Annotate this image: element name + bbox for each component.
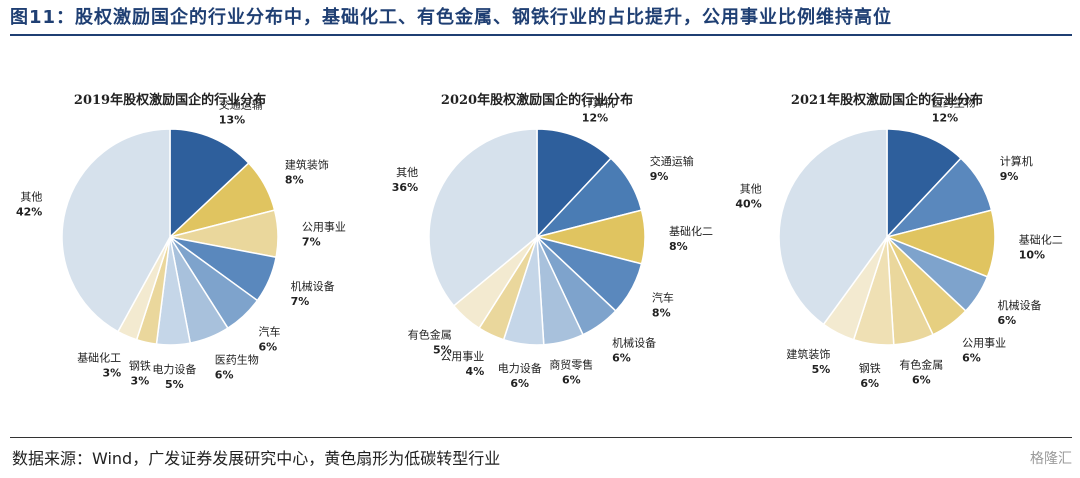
pie-slice [428, 128, 538, 307]
chart-title: 2021年股权激励国企的行业分布 [791, 92, 983, 108]
slice-value: 6% [860, 377, 879, 390]
slice-label: 基础化二 [669, 224, 713, 238]
slice-value: 6% [258, 341, 277, 354]
source-rule [10, 437, 1072, 438]
slice-label: 商贸零售 [549, 358, 593, 372]
slice-label: 电力设备 [498, 361, 542, 375]
figure-title: 图11：股权激励国企的行业分布中，基础化工、有色金属、钢铁行业的占比提升，公用事… [10, 7, 893, 28]
slice-label: 公用事业 [962, 337, 1006, 350]
slice-value: 5% [812, 363, 831, 376]
slice-value: 3% [103, 367, 122, 380]
slice-value: 8% [652, 306, 671, 319]
slice-label: 公用事业 [302, 221, 346, 234]
slice-value: 13% [219, 113, 245, 126]
slice-label: 汽车 [652, 290, 674, 304]
slice-label: 建筑装饰 [285, 158, 329, 172]
slice-label: 钢铁 [859, 362, 881, 375]
slice-value: 7% [291, 295, 310, 308]
slice-value: 12% [932, 112, 958, 125]
slice-label: 建筑装饰 [786, 347, 830, 361]
watermark-logo: 格隆汇 [1030, 451, 1072, 467]
slice-label: 交通运输 [650, 154, 694, 168]
slice-label: 钢铁 [129, 360, 151, 373]
slice-value: 6% [912, 374, 931, 387]
source-note: 数据来源：Wind，广发证券发展研究中心，黄色扇形为低碳转型行业 [12, 449, 501, 468]
slice-value: 6% [998, 314, 1017, 327]
slice-value: 8% [285, 174, 304, 187]
pie-charts-canvas: 2019年股权激励国企的行业分布交通运输13%建筑装饰8%公用事业7%机械设备7… [16, 92, 1063, 391]
pie-slice [886, 128, 962, 239]
slice-value: 4% [466, 365, 485, 378]
slice-label: 计算机 [582, 96, 615, 110]
slice-value: 6% [962, 352, 981, 365]
slice-value: 5% [433, 344, 452, 357]
slice-label: 汽车 [258, 325, 280, 339]
slice-label: 基础化工 [77, 351, 121, 365]
slice-value: 12% [582, 112, 608, 125]
slice-value: 10% [1019, 249, 1045, 262]
pie-slice [169, 128, 250, 239]
slice-label: 其他 [396, 166, 418, 179]
pie-slice [778, 128, 888, 326]
slice-value: 36% [392, 181, 418, 194]
slice-label: 医药生物 [215, 352, 259, 366]
slice-value: 8% [669, 240, 688, 253]
chart-title: 2019年股权激励国企的行业分布 [74, 92, 266, 108]
slice-value: 6% [215, 368, 234, 381]
slice-label: 医药生物 [932, 96, 976, 110]
slice-label: 交通运输 [219, 97, 263, 111]
slice-value: 6% [562, 374, 581, 387]
slice-value: 3% [131, 375, 150, 388]
slice-value: 9% [650, 170, 669, 183]
pie-slice [536, 128, 612, 239]
slice-label: 电力设备 [152, 362, 196, 376]
slice-label: 有色金属 [408, 328, 452, 342]
slice-label: 公用事业 [440, 350, 484, 363]
pie-slice [61, 128, 171, 333]
slice-value: 42% [16, 206, 42, 219]
title-rule [10, 34, 1072, 36]
slice-label: 其他 [740, 182, 762, 195]
slice-label: 机械设备 [612, 336, 656, 350]
slice-value: 9% [1000, 170, 1019, 183]
slice-label: 计算机 [1000, 154, 1033, 168]
slice-value: 6% [612, 352, 631, 365]
slice-value: 5% [165, 378, 184, 391]
slice-label: 基础化二 [1019, 233, 1063, 247]
slice-label: 机械设备 [291, 279, 335, 293]
slice-value: 7% [302, 236, 321, 249]
chart-title: 2020年股权激励国企的行业分布 [441, 92, 633, 108]
slice-value: 40% [735, 197, 761, 210]
slice-label: 有色金属 [899, 358, 943, 372]
slice-label: 机械设备 [998, 298, 1042, 312]
slice-value: 6% [510, 377, 529, 390]
slice-label: 其他 [20, 191, 42, 204]
